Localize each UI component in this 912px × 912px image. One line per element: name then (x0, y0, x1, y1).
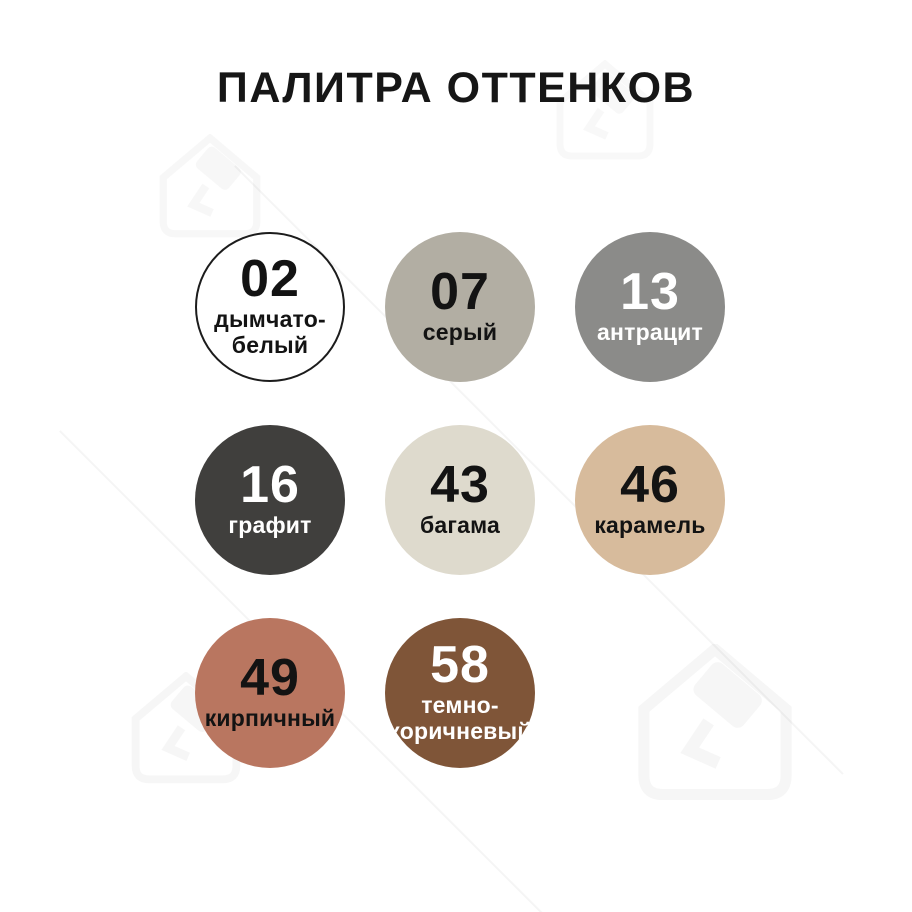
shade-name: темно- коричневый (388, 692, 532, 745)
shade-name: карамель (594, 512, 706, 539)
palette-grid: 02 дымчато- белый 07 серый 13 антрацит 1… (195, 232, 725, 768)
brand-watermark-icon (158, 134, 262, 242)
swatch-13-anthracite: 13 антрацит (575, 232, 725, 382)
shade-name: багама (419, 512, 501, 539)
shade-code: 46 (620, 455, 680, 514)
shade-name: кирпичный (204, 705, 336, 732)
swatch-07-gray: 07 серый (385, 232, 535, 382)
page-title: ПАЛИТРА ОТТЕНКОВ (216, 64, 696, 112)
swatch-58-dark-brown: 58 темно- коричневый (385, 618, 535, 768)
shade-code: 13 (620, 262, 680, 321)
swatch-02-smoky-white: 02 дымчато- белый (195, 232, 345, 382)
shade-name: графит (228, 512, 312, 539)
shade-name: антрацит (597, 319, 703, 346)
shade-name: серый (422, 319, 498, 346)
shade-code: 43 (430, 455, 490, 514)
shade-name: дымчато- белый (214, 306, 326, 359)
swatch-43-bahama: 43 багама (385, 425, 535, 575)
swatch-49-brick: 49 кирпичный (195, 618, 345, 768)
shade-code: 16 (240, 455, 300, 514)
swatch-16-graphite: 16 графит (195, 425, 345, 575)
shade-code: 07 (430, 262, 490, 321)
shade-code: 02 (240, 250, 300, 309)
shade-code: 49 (240, 648, 300, 707)
swatch-46-caramel: 46 карамель (575, 425, 725, 575)
shade-code: 58 (430, 636, 490, 695)
